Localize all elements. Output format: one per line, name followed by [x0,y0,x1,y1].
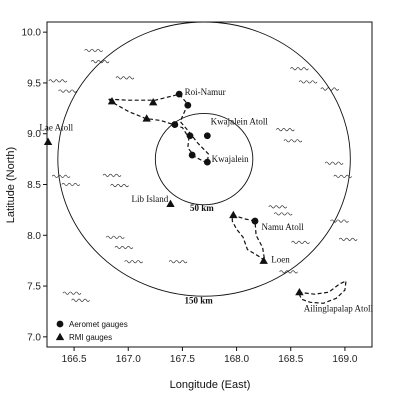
aeromet-gauge-marker [203,158,211,166]
rmi-gauge-marker [142,114,151,122]
wave-symbol [110,183,129,188]
rmi-gauge-marker [43,137,53,145]
range-ring [154,112,254,206]
atoll-outline [108,93,210,165]
atoll-outline [297,280,347,304]
x-tick-label: 168.5 [278,354,303,365]
wave-symbol [273,212,293,216]
wave-symbol [61,182,81,187]
place-label: Lib Island [132,194,169,204]
rmi-gauge-marker [148,98,158,106]
legend-label: RMI gauges [69,333,112,342]
wave-symbol [115,76,135,80]
x-tick-label: 167.0 [116,354,141,365]
wave-symbol [90,60,110,64]
wave-symbols [48,48,358,302]
place-label: Kwajalein Atoll [211,117,269,127]
wave-symbol [84,48,103,53]
place-labels: Roi-Namur Kwajalein Atoll Kwajalein Lae Ato… [39,87,373,313]
wave-symbol [71,298,90,302]
wave-symbol [124,260,143,264]
wave-symbol [290,67,309,71]
aeromet-gauge-marker [171,121,179,128]
x-axis-tick-labels: 166.5 167.0 167.5 168.0 168.5 169.0 [62,347,358,365]
wave-symbol [114,245,134,250]
place-label: Kwajalein [212,154,249,164]
x-axis-title: Longitude (East) [170,379,251,391]
place-label: Loen [271,255,290,265]
y-axis-tick-labels: 7.0 7.5 8.0 8.5 9.0 9.5 10.0 [22,28,47,343]
y-tick-label: 8.5 [27,180,41,191]
y-tick-label: 8.0 [27,231,41,242]
range-ring-label: 50 km [190,203,214,213]
gauge-markers [43,90,304,296]
wave-symbol [48,79,68,83]
rmi-gauge-marker [107,97,117,105]
aeromet-gauge-marker [188,151,196,159]
wave-symbol [338,237,358,241]
wave-symbol [102,173,122,177]
y-tick-label: 9.0 [27,129,41,140]
plot-frame [46,21,373,348]
x-tick-label: 169.0 [332,354,357,365]
wave-symbol [283,139,303,143]
aeromet-gauge-marker [175,90,183,98]
y-tick-label: 7.0 [27,332,41,343]
wave-symbol [105,235,125,239]
range-rings: 50 km 150 km [57,21,351,305]
atoll-outline [231,214,266,263]
wave-symbol [58,89,77,93]
wave-symbol [298,80,318,84]
legend-circle-symbol [56,320,64,328]
rmi-gauge-marker [166,199,175,207]
rmi-gauge-marker [229,210,238,219]
rmi-gauge-marker [295,287,304,296]
y-tick-label: 9.5 [27,78,41,89]
y-axis-title: Latitude (North) [5,147,17,223]
aeromet-gauge-marker [184,101,192,109]
x-tick-label: 166.5 [62,354,87,365]
wave-symbol [330,219,349,223]
wave-symbol [268,205,288,209]
place-label: Roi-Namur [185,87,226,97]
legend-label: Aeromet gauges [69,320,128,329]
rmi-gauge-marker [259,256,268,264]
wave-symbol [276,128,295,132]
x-tick-label: 167.5 [170,354,195,365]
place-label: Namu Atoll [262,222,305,232]
aeromet-gauge-marker [203,132,211,140]
wave-symbol [279,270,298,274]
aeromet-gauge-marker [251,217,259,225]
x-tick-label: 168.0 [224,354,249,365]
wave-symbol [62,291,82,295]
wave-symbol [324,161,344,165]
place-label: Ailinglapalap Atoll [304,303,374,313]
legend: Aeromet gauges RMI gauges [55,320,128,342]
place-label: Lae Atoll [39,123,73,133]
y-tick-label: 10.0 [22,28,42,39]
y-tick-label: 7.5 [27,282,41,293]
wave-symbol [51,174,71,178]
wave-symbol [168,260,188,264]
aeromet-gauge-marker [186,132,194,140]
legend-triangle-symbol [55,332,65,341]
wave-symbol [291,240,310,244]
range-ring-label: 150 km [185,295,214,305]
